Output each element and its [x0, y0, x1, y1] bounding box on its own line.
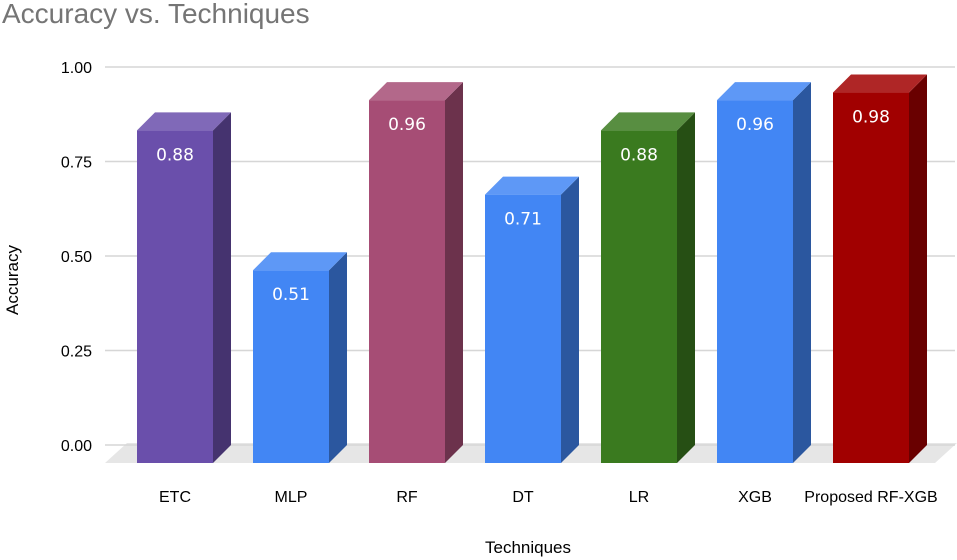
bar-front	[137, 130, 213, 464]
x-tick-label: XGB	[738, 489, 772, 506]
bar-top	[485, 176, 579, 195]
bar-top	[717, 82, 811, 101]
x-tick-label: ETC	[159, 489, 191, 506]
chart-title: Accuracy vs. Techniques	[2, 0, 310, 29]
data-label: 0.96	[736, 115, 774, 135]
bar-side	[445, 82, 463, 464]
y-tick-label: 0.50	[61, 249, 92, 266]
bar-top	[369, 82, 463, 101]
bar: 0.51	[253, 252, 347, 463]
bar-side	[793, 82, 811, 464]
bar-side	[677, 112, 695, 464]
bar: 0.98	[833, 74, 927, 463]
bar-side	[329, 252, 347, 463]
data-label: 0.88	[620, 145, 658, 165]
bar-front	[369, 100, 445, 464]
bar-side	[213, 112, 231, 464]
data-label: 0.98	[852, 108, 890, 128]
bar: 0.71	[485, 176, 579, 463]
data-label: 0.51	[272, 285, 310, 305]
bar: 0.96	[717, 82, 811, 464]
bar-front	[253, 270, 329, 463]
y-tick-label: 1.00	[61, 60, 92, 77]
data-label: 0.71	[504, 210, 542, 230]
x-axis-title: Techniques	[485, 538, 571, 557]
bar-top	[601, 112, 695, 131]
data-label: 0.96	[388, 115, 426, 135]
bar-front	[717, 100, 793, 464]
y-tick-label: 0.00	[61, 438, 92, 455]
bar-side	[561, 176, 579, 463]
y-tick-label: 0.25	[61, 344, 92, 361]
bar-side	[909, 74, 927, 463]
bar-top	[137, 112, 231, 131]
bar-front	[485, 194, 561, 463]
x-tick-label: RF	[396, 489, 418, 506]
bar-top	[833, 74, 927, 93]
x-tick-label: MLP	[275, 489, 308, 506]
data-label: 0.88	[156, 145, 194, 165]
bar-front	[833, 92, 909, 463]
bar-front	[601, 130, 677, 464]
y-tick-label: 0.75	[61, 155, 92, 172]
x-tick-label: Proposed RF-XGB	[804, 489, 937, 506]
bar: 0.96	[369, 82, 463, 464]
bar: 0.88	[601, 112, 695, 464]
y-axis-title: Accuracy	[3, 245, 22, 315]
bar-top	[253, 252, 347, 271]
x-tick-label: LR	[629, 489, 649, 506]
bar: 0.88	[137, 112, 231, 464]
x-tick-label: DT	[512, 489, 534, 506]
